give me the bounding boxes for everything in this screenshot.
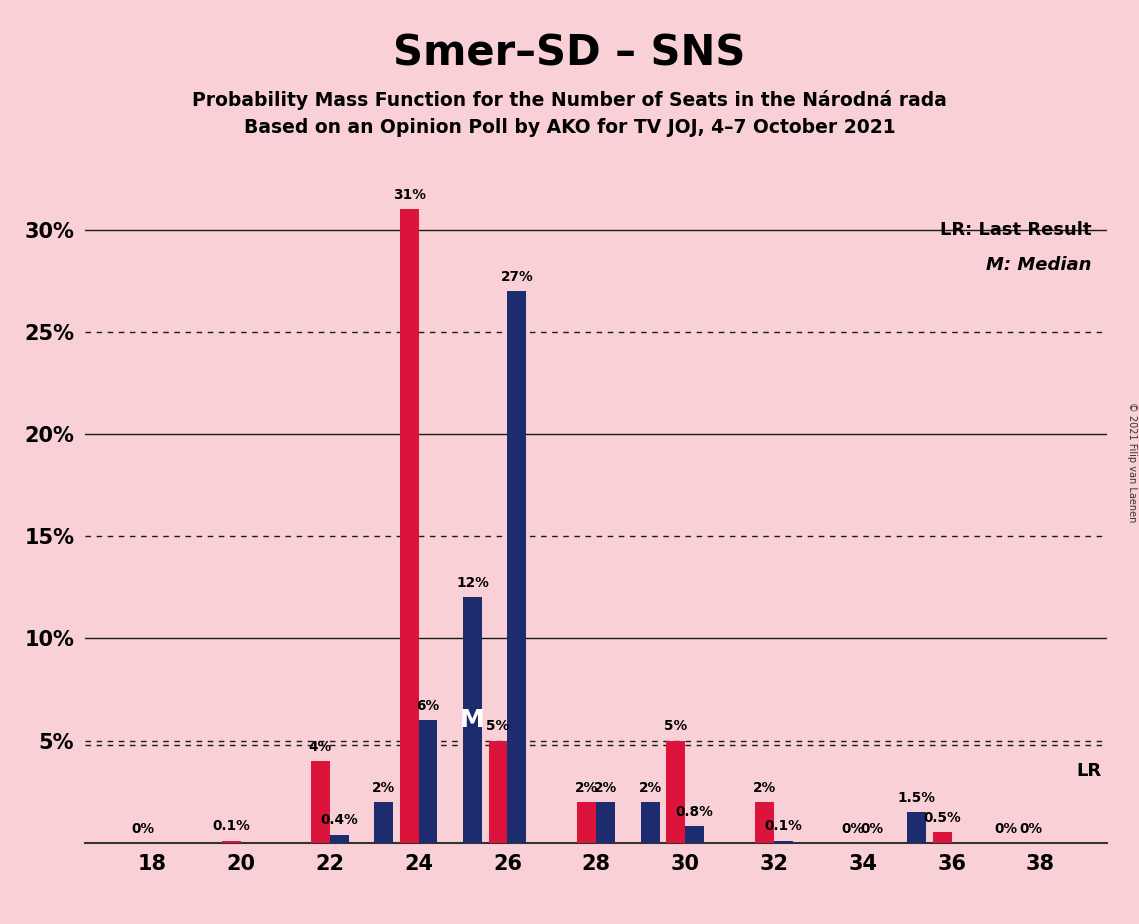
Text: LR: Last Result: LR: Last Result bbox=[941, 221, 1092, 238]
Text: 0.1%: 0.1% bbox=[764, 820, 802, 833]
Text: 0.4%: 0.4% bbox=[320, 813, 358, 827]
Bar bbox=[462, 598, 482, 843]
Text: 2%: 2% bbox=[575, 781, 598, 795]
Bar bbox=[640, 802, 659, 843]
Text: M: Median: M: Median bbox=[986, 256, 1092, 274]
Bar bbox=[773, 841, 793, 843]
Text: Smer–SD – SNS: Smer–SD – SNS bbox=[393, 32, 746, 74]
Bar bbox=[755, 802, 773, 843]
Text: 2%: 2% bbox=[595, 781, 617, 795]
Text: 0%: 0% bbox=[1019, 821, 1042, 835]
Text: 0%: 0% bbox=[131, 821, 154, 835]
Text: 2%: 2% bbox=[753, 781, 776, 795]
Text: 5%: 5% bbox=[486, 720, 509, 734]
Text: 27%: 27% bbox=[500, 270, 533, 284]
Bar bbox=[933, 833, 952, 843]
Text: M: M bbox=[460, 708, 485, 732]
Bar bbox=[685, 826, 704, 843]
Text: 6%: 6% bbox=[417, 699, 440, 713]
Text: 4%: 4% bbox=[309, 740, 331, 754]
Bar bbox=[374, 802, 393, 843]
Text: 0%: 0% bbox=[861, 821, 884, 835]
Text: 0%: 0% bbox=[842, 821, 865, 835]
Bar bbox=[907, 812, 926, 843]
Text: 31%: 31% bbox=[393, 188, 426, 202]
Text: 0%: 0% bbox=[994, 821, 1017, 835]
Text: Probability Mass Function for the Number of Seats in the Národná rada: Probability Mass Function for the Number… bbox=[192, 90, 947, 110]
Text: 1.5%: 1.5% bbox=[898, 791, 935, 805]
Bar bbox=[311, 761, 330, 843]
Text: Based on an Opinion Poll by AKO for TV JOJ, 4–7 October 2021: Based on an Opinion Poll by AKO for TV J… bbox=[244, 118, 895, 138]
Text: 0.1%: 0.1% bbox=[213, 820, 251, 833]
Text: 2%: 2% bbox=[639, 781, 662, 795]
Text: LR: LR bbox=[1076, 762, 1103, 780]
Text: 0.8%: 0.8% bbox=[675, 805, 713, 820]
Bar bbox=[222, 841, 241, 843]
Bar bbox=[666, 740, 686, 843]
Bar bbox=[400, 209, 419, 843]
Bar bbox=[329, 834, 349, 843]
Bar bbox=[419, 720, 437, 843]
Bar bbox=[489, 740, 508, 843]
Text: © 2021 Filip van Laenen: © 2021 Filip van Laenen bbox=[1126, 402, 1137, 522]
Text: 12%: 12% bbox=[456, 577, 489, 590]
Text: 0.5%: 0.5% bbox=[924, 811, 961, 825]
Bar bbox=[577, 802, 597, 843]
Bar bbox=[597, 802, 615, 843]
Text: 2%: 2% bbox=[372, 781, 395, 795]
Bar bbox=[507, 291, 526, 843]
Text: 5%: 5% bbox=[664, 720, 687, 734]
